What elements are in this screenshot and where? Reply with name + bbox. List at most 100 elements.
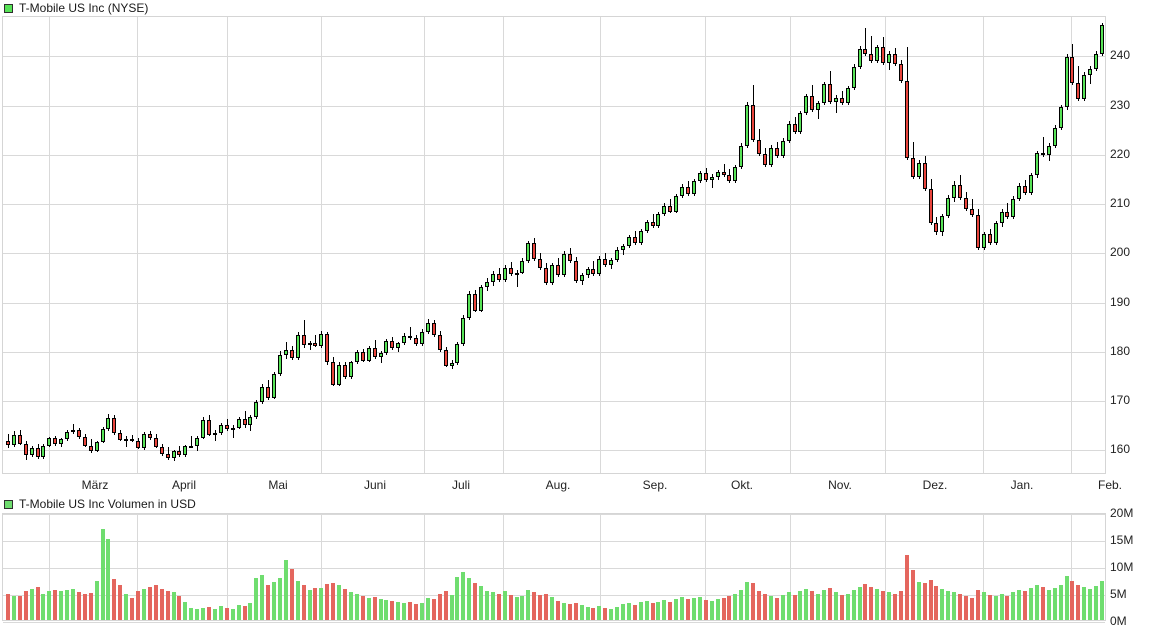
candle-body-down: [923, 162, 927, 190]
volume-bar-down: [408, 601, 412, 620]
candle-body-up: [1065, 57, 1069, 108]
candle-body-down: [532, 243, 536, 260]
volume-bar-up: [586, 607, 590, 620]
candle-body-up: [1035, 153, 1039, 176]
volume-bar-up: [450, 595, 454, 620]
candle-wick: [215, 430, 216, 441]
volume-bar-up: [609, 608, 613, 620]
candle-body-down: [633, 237, 637, 243]
volume-bar-down: [444, 591, 448, 620]
candle-body-down: [148, 434, 152, 438]
price-panel-title: T-Mobile US Inc (NYSE): [4, 2, 148, 14]
candle-body-up: [887, 53, 891, 64]
volume-bar-up: [1082, 587, 1086, 620]
price-plot-area[interactable]: [2, 16, 1106, 474]
volume-bar-down: [964, 596, 968, 620]
candle-body-up: [503, 268, 507, 280]
candle-body-up: [733, 167, 737, 182]
volume-bar-down: [793, 594, 797, 620]
candle-body-down: [538, 259, 542, 269]
volume-bar-up: [124, 593, 128, 620]
volume-bar-up: [455, 577, 459, 620]
month-gridline: [885, 514, 886, 620]
month-gridline: [503, 514, 504, 620]
volume-bar-up: [1017, 589, 1021, 620]
volume-bar-up: [639, 602, 643, 620]
volume-bar-up: [662, 600, 666, 620]
month-gridline: [885, 17, 886, 473]
volume-bar-up: [733, 593, 737, 620]
volume-bar-down: [911, 569, 915, 620]
candle-body-down: [893, 53, 897, 65]
candle-body-up: [379, 353, 383, 357]
volume-bar-down: [509, 595, 513, 620]
candle-body-down: [243, 419, 247, 426]
volume-bar-up: [597, 605, 601, 620]
candle-body-up: [349, 362, 353, 378]
candle-body-down: [207, 419, 211, 436]
candle-body-down: [686, 186, 690, 195]
month-gridline: [600, 17, 601, 473]
candle-body-down: [556, 265, 560, 276]
candle-body-down: [763, 153, 767, 165]
candle-body-up: [491, 274, 495, 282]
candle-body-up: [597, 258, 601, 275]
candle-body-down: [302, 334, 306, 346]
candle-body-down: [970, 209, 974, 215]
volume-bar-up: [781, 595, 785, 620]
candle-body-down: [544, 268, 548, 284]
candle-body-up: [1011, 198, 1015, 217]
volume-bar-down: [727, 595, 731, 620]
candle-body-down: [651, 222, 655, 226]
volume-gridline: [3, 622, 1105, 623]
volume-bar-up: [367, 597, 371, 620]
volume-bar-up: [1047, 589, 1051, 620]
candle-body-up: [47, 437, 51, 446]
volume-bar-up: [1065, 576, 1069, 620]
candle-body-up: [698, 173, 702, 181]
month-gridline: [49, 17, 50, 473]
month-gridline: [1071, 514, 1072, 620]
volume-plot-area[interactable]: [2, 513, 1106, 623]
candle-body-up: [692, 180, 696, 195]
candle-body-up: [1082, 74, 1086, 99]
price-axis-tick-label: 240: [1110, 48, 1131, 63]
candle-body-up: [745, 104, 749, 146]
volume-bar-up: [402, 603, 406, 620]
month-gridline: [790, 17, 791, 473]
candle-wick: [1043, 137, 1044, 157]
volume-bar-up: [1100, 581, 1104, 620]
candle-wick: [1007, 203, 1008, 219]
candle-body-up: [231, 427, 235, 430]
volume-bar-down: [775, 597, 779, 620]
volume-bar-down: [243, 605, 247, 620]
candle-body-up: [272, 373, 276, 398]
candle-body-up: [781, 140, 785, 156]
candle-body-up: [875, 47, 879, 62]
candle-wick: [233, 425, 234, 438]
volume-bar-down: [893, 594, 897, 620]
volume-bar-down: [763, 594, 767, 620]
x-axis-tick-label: Aug.: [545, 478, 571, 492]
candle-body-up: [461, 317, 465, 345]
candle-body-up: [562, 253, 566, 276]
volume-bar-up: [172, 592, 176, 620]
candle-body-up: [834, 97, 838, 102]
volume-bar-up: [41, 593, 45, 620]
candle-wick: [168, 446, 169, 460]
candle-body-down: [722, 172, 726, 175]
candle-body-down: [976, 214, 980, 249]
candle-wick: [593, 261, 594, 277]
candle-body-up: [402, 335, 406, 343]
volume-bar-down: [325, 583, 329, 620]
volume-bar-up: [946, 590, 950, 620]
candle-body-up: [627, 237, 631, 247]
candle-body-down: [905, 81, 909, 158]
volume-bar-up: [804, 588, 808, 620]
price-gridline: [3, 204, 1105, 206]
volume-bar-down: [828, 588, 832, 620]
candle-body-up: [355, 352, 359, 363]
volume-bar-down: [313, 587, 317, 620]
candle-body-up: [455, 344, 459, 363]
candle-body-up: [952, 184, 956, 198]
